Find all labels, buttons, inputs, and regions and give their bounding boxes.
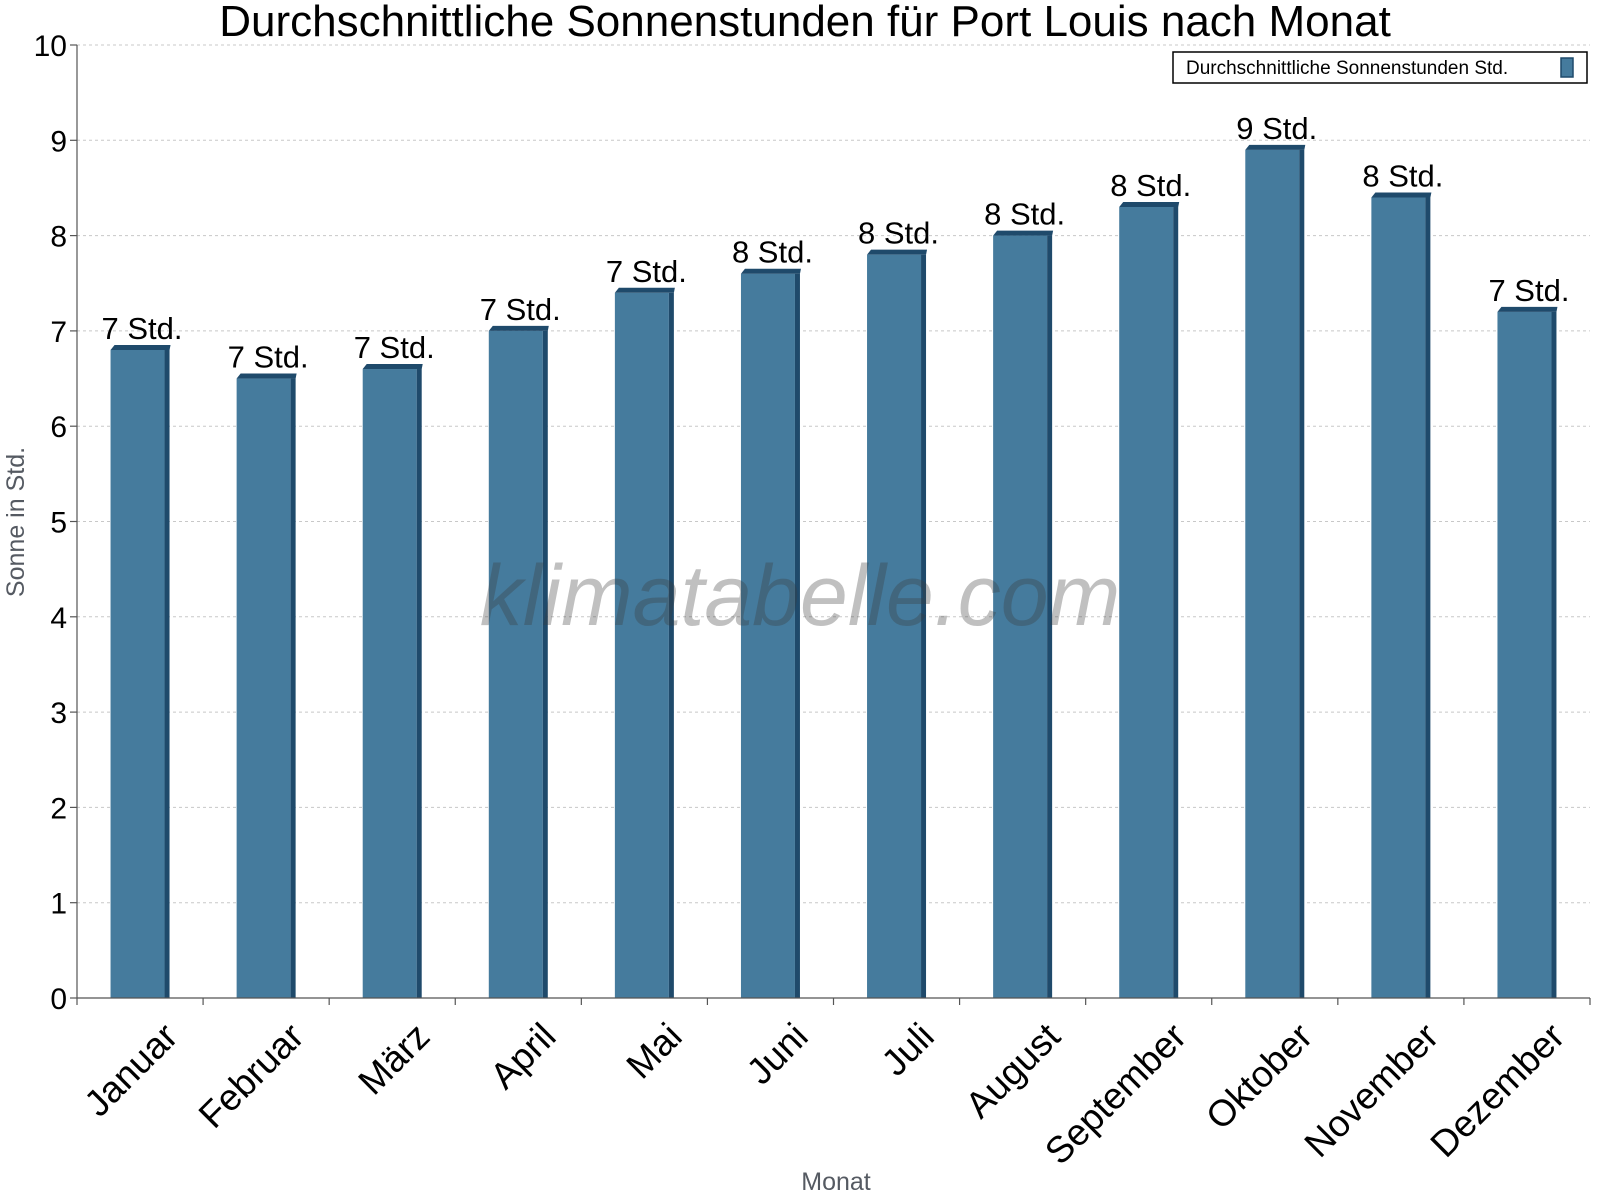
bar-side [921, 254, 927, 998]
bar [1497, 311, 1552, 999]
data-label: 8 Std. [732, 235, 813, 270]
x-tick-label: August [958, 1015, 1069, 1126]
bar-side [1551, 311, 1557, 999]
legend-box [1172, 51, 1588, 84]
data-label: 9 Std. [1236, 111, 1317, 146]
bar-side [1299, 149, 1305, 998]
legend: Durchschnittliche Sonnenstunden Std. [1172, 51, 1588, 84]
bar [1371, 197, 1426, 999]
x-tick-label: Dezember [1423, 1015, 1573, 1165]
bars [110, 144, 1558, 999]
bar [993, 235, 1048, 999]
y-tick-labels: 0 1 2 3 4 5 6 7 8 9 10 [34, 30, 67, 1016]
y-tick-label: 7 [50, 316, 67, 349]
bar-side [1425, 197, 1431, 999]
y-tick-label: 10 [34, 30, 67, 63]
chart-title: Durchschnittliche Sonnenstunden für Port… [219, 0, 1391, 46]
bar-top [110, 344, 171, 350]
bar-top [1497, 306, 1558, 312]
x-tick-label: November [1297, 1015, 1447, 1165]
data-label: 8 Std. [984, 197, 1065, 232]
bar [740, 273, 795, 999]
y-tick-label: 3 [50, 697, 67, 730]
bar [867, 254, 922, 998]
bar-top [867, 249, 928, 255]
y-tick-label: 5 [50, 507, 67, 540]
bar-top [1245, 144, 1306, 150]
bar [614, 292, 669, 998]
x-tick-label: Februar [191, 1015, 312, 1136]
y-tick-label: 0 [50, 983, 67, 1016]
bar-side [542, 330, 548, 998]
data-labels: 7 Std. 7 Std. 7 Std. 7 Std. 7 Std. 8 Std. 8 St… [102, 111, 1570, 375]
bar [110, 349, 165, 999]
x-tick-label: Januar [76, 1015, 185, 1124]
bar-top [1119, 202, 1180, 208]
x-tick-label: Juli [874, 1015, 942, 1083]
bar-top [993, 230, 1054, 236]
bar [362, 369, 417, 998]
bar-side [290, 378, 296, 998]
bar-side [668, 292, 674, 998]
data-label: 7 Std. [606, 254, 687, 289]
legend-swatch [1560, 57, 1574, 78]
bar-top [488, 325, 549, 331]
bar-side [1047, 235, 1053, 999]
y-tick-label: 4 [50, 602, 67, 635]
bar-top [236, 373, 297, 379]
bar-side [416, 369, 422, 998]
watermark: klimatabelle.com [480, 548, 1120, 644]
bar-top [1371, 192, 1432, 198]
x-tick-label: Oktober [1198, 1015, 1320, 1137]
data-label: 8 Std. [1110, 168, 1191, 203]
legend-label: Durchschnittliche Sonnenstunden Std. [1186, 58, 1508, 79]
bar-side [1173, 207, 1179, 998]
bar-top [740, 268, 801, 274]
y-tick-label: 8 [50, 221, 67, 254]
gridlines [77, 44, 1590, 904]
data-label: 8 Std. [858, 216, 939, 251]
bar-side [164, 349, 170, 999]
x-axis-title: Monat [801, 1168, 871, 1196]
y-tick-label: 2 [50, 792, 67, 825]
x-tick-label: Mai [619, 1015, 690, 1086]
x-tick-label: Juni [739, 1015, 816, 1092]
bar [236, 378, 291, 998]
x-tick-label: März [350, 1015, 437, 1102]
data-label: 8 Std. [1362, 158, 1443, 193]
data-label: 7 Std. [228, 340, 309, 375]
y-tick-label: 1 [50, 888, 67, 921]
bar [488, 330, 543, 998]
y-tick-label: 9 [50, 125, 67, 158]
data-label: 7 Std. [1488, 273, 1569, 308]
bar-top [362, 364, 423, 370]
x-tick-labels: Januar Februar März April Mai Juni Juli AugustS… [76, 1015, 1572, 1172]
axes [70, 44, 1591, 1005]
y-axis-title: Sonne in Std. [2, 447, 30, 597]
data-label: 7 Std. [102, 311, 183, 346]
bar [1245, 149, 1300, 998]
data-label: 7 Std. [354, 330, 435, 365]
bar-side [794, 273, 800, 999]
x-tick-label: April [482, 1015, 563, 1096]
y-tick-label: 6 [50, 411, 67, 444]
bar [1119, 207, 1174, 998]
bar-top [614, 287, 675, 293]
data-label: 7 Std. [480, 292, 561, 327]
